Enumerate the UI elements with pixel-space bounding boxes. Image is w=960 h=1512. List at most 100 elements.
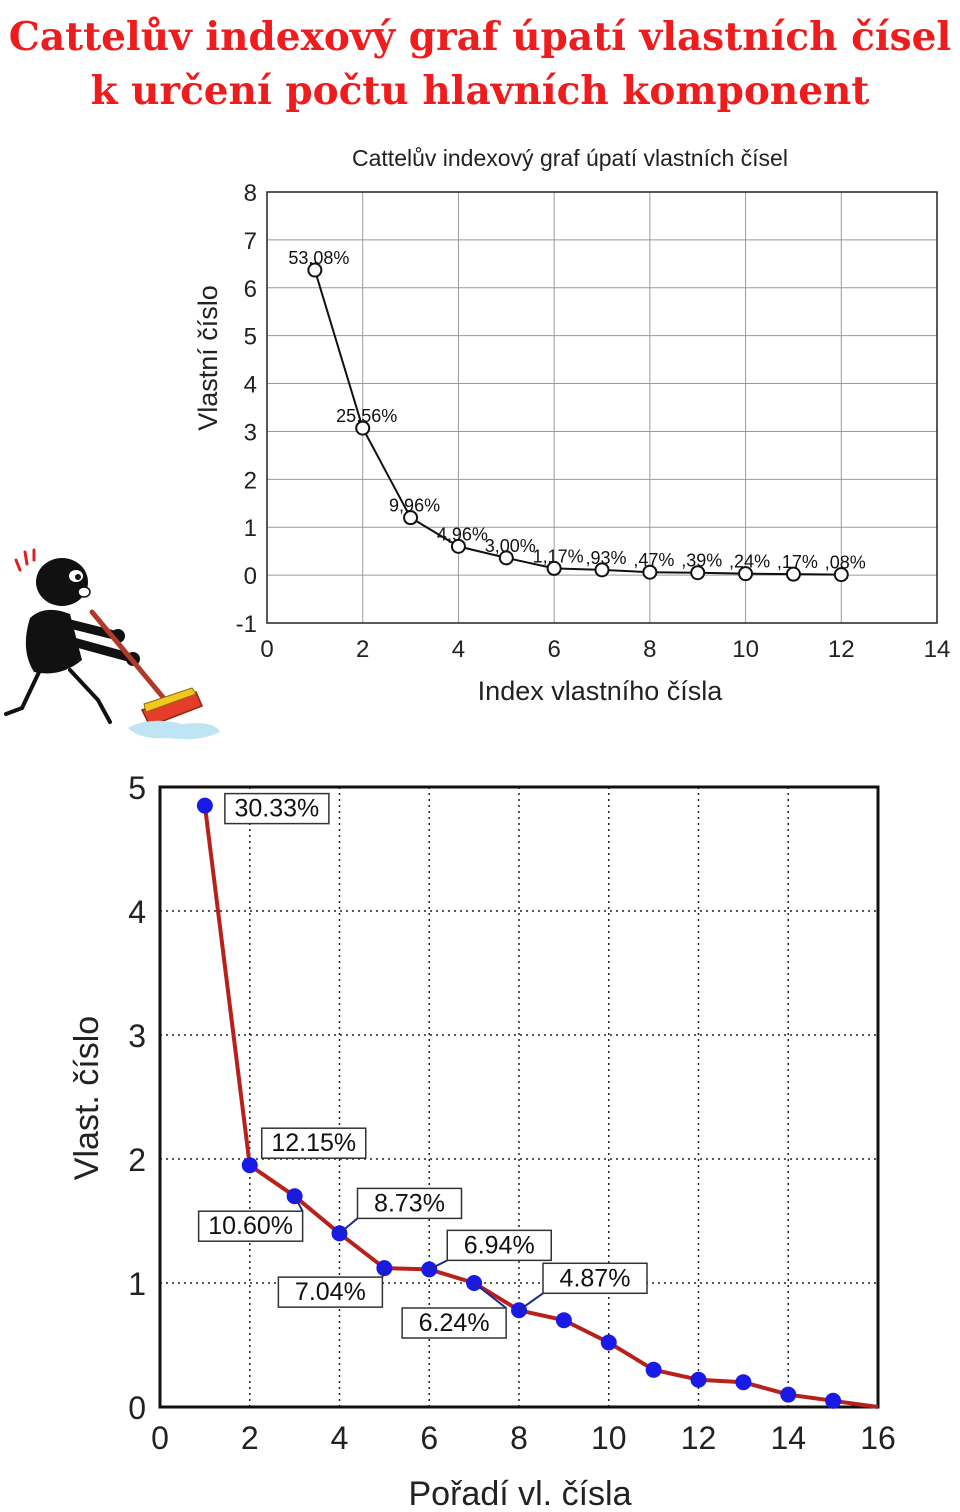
chart1-data-point xyxy=(642,564,658,580)
chart2-annotations: 30.33% 12.15% 10.60% 8.73% 7.04% 6.94% 6.24% 4.… xyxy=(197,792,648,1339)
chart2-annotation-leader xyxy=(518,1292,544,1312)
chart1-data-point xyxy=(785,566,801,582)
chart1-point-label: ,39% xyxy=(681,551,722,571)
chart2-data-point xyxy=(600,1334,617,1351)
chart2-annotation-box xyxy=(542,1262,648,1295)
chart2-annotation-leader xyxy=(381,1267,386,1278)
chart1-x-ticks: 0 2 4 6 8 10 12 14 xyxy=(260,636,950,663)
chart2-plot-frame xyxy=(158,785,880,1409)
chart2-data-point xyxy=(645,1361,662,1378)
chart2-annotation-box xyxy=(261,1127,367,1159)
person-sweeping-icon xyxy=(4,548,220,740)
chart2-y-tick-label: 2 xyxy=(128,1142,146,1178)
surprise-marks-icon xyxy=(14,548,36,572)
chart2-x-axis-label: Pořadí vl. čísla xyxy=(409,1475,632,1512)
chart1-y-tick-label: 2 xyxy=(244,467,257,494)
chart2-data-point xyxy=(825,1392,842,1409)
chart2-series-line xyxy=(202,805,879,1409)
chart1-point-label: 53,08% xyxy=(288,248,349,268)
chart2-annotation-box xyxy=(446,1229,552,1262)
chart2-annotation-label: 4.87% xyxy=(560,1264,631,1292)
chart1-x-tick-label: 6 xyxy=(547,636,560,663)
chart1-y-tick-label: 7 xyxy=(244,228,257,255)
chart2-annotation-label: 30.33% xyxy=(234,795,319,823)
chart1-point-label: 25,56% xyxy=(336,406,397,426)
slide-title-line-1: Cattelův indexový graf úpatí vlastních č… xyxy=(8,14,952,60)
chart2-series xyxy=(196,797,879,1409)
chart1-y-ticks: -1 0 1 2 3 4 5 6 7 8 xyxy=(236,180,257,638)
chart2-annotation-label: 8.73% xyxy=(374,1189,445,1217)
chart1-point-label: 4,96% xyxy=(437,524,488,544)
chart1-data-point xyxy=(546,560,562,576)
chart1-plot-frame xyxy=(266,191,938,624)
chart2-y-tick-label: 1 xyxy=(128,1266,146,1302)
chart2-y-tick-label: 0 xyxy=(128,1390,146,1426)
slide-title-line-2: k určení počtu hlavních komponent xyxy=(90,68,870,114)
chart2-x-tick-label: 4 xyxy=(331,1420,349,1456)
chart1-point-label: ,17% xyxy=(777,552,818,572)
chart2-data-point xyxy=(241,1157,258,1174)
chart2-annotation-leader xyxy=(338,1217,359,1235)
chart2-y-axis-label: Vlast. číslo xyxy=(68,1016,106,1180)
chart1-x-tick-label: 10 xyxy=(732,636,759,663)
chart1-data-point xyxy=(738,566,754,582)
chart1-data-point xyxy=(403,510,419,526)
chart1-y-axis-label: Vlastní číslo xyxy=(193,285,223,431)
chart1-x-tick-label: 2 xyxy=(356,636,369,663)
chart2-data-point xyxy=(196,797,213,814)
chart1-series xyxy=(307,262,849,583)
chart2-data-point xyxy=(735,1374,752,1391)
chart1-point-labels: 53,08% 25,56% 9,96% 4,96%3,00%1,17% ,93% ,47%… xyxy=(288,248,865,573)
chart1-data-point xyxy=(355,420,371,436)
chart1-y-tick-label: -1 xyxy=(236,611,257,638)
chart1-point-label: ,93% xyxy=(585,548,626,568)
chart2-x-tick-label: 0 xyxy=(151,1420,169,1456)
chart1-x-axis-label: Index vlastního čísla xyxy=(478,676,724,706)
chart2-annotation-label: 6.94% xyxy=(464,1231,535,1259)
chart2-x-tick-label: 8 xyxy=(510,1420,528,1456)
chart2-x-tick-label: 6 xyxy=(420,1420,438,1456)
chart1-point-label: ,24% xyxy=(729,552,770,572)
chart2-annotation-box xyxy=(401,1307,507,1339)
chart2-annotation-box xyxy=(197,1210,304,1242)
chart1-y-tick-label: 6 xyxy=(244,276,257,303)
chart2-x-tick-label: 14 xyxy=(770,1420,806,1456)
chart1-data-point xyxy=(498,550,514,566)
chart1-data-point xyxy=(594,562,610,578)
chart2-annotation-leader xyxy=(428,1259,448,1271)
chart2-data-point xyxy=(286,1188,303,1205)
chart2-data-point xyxy=(690,1371,707,1388)
chart2-annotation-box xyxy=(356,1187,463,1220)
chart2-y-tick-label: 3 xyxy=(128,1018,146,1054)
chart2-data-point xyxy=(780,1386,797,1403)
chart1-y-tick-label: 5 xyxy=(244,324,257,351)
slide-title: Cattelův indexový graf úpatí vlastních č… xyxy=(0,10,960,118)
chart1-point-label: 9,96% xyxy=(389,496,440,516)
chart1-data-point xyxy=(307,262,323,278)
chart2-x-tick-label: 10 xyxy=(591,1420,627,1456)
chart2-x-tick-label: 12 xyxy=(681,1420,717,1456)
chart2-x-ticks: 0 2 4 6 8 10 12 14 16 xyxy=(151,1420,896,1456)
chart2-y-tick-label: 5 xyxy=(128,770,146,806)
chart2-x-tick-label: 16 xyxy=(860,1420,896,1456)
chart1-x-tick-label: 12 xyxy=(828,636,855,663)
chart1-data-point xyxy=(690,565,706,581)
chart2-annotation-leader xyxy=(293,1195,304,1212)
chart2-annotation-leader xyxy=(473,1282,507,1309)
chart2-annotation-label: 12.15% xyxy=(271,1129,356,1157)
chart1-y-tick-label: 0 xyxy=(244,563,257,590)
chart1-x-tick-label: 4 xyxy=(452,636,465,663)
chart1-point-label: ,08% xyxy=(825,553,866,573)
chart2-annotation-box xyxy=(224,792,330,825)
chart2-annotation-box xyxy=(277,1276,384,1308)
chart2-data-point xyxy=(555,1312,572,1329)
chart1-y-tick-label: 8 xyxy=(244,180,257,207)
chart1-x-tick-label: 14 xyxy=(924,636,951,663)
chart2-annotation-label: 10.60% xyxy=(208,1212,293,1240)
chart1-point-label: ,47% xyxy=(633,550,674,570)
chart1-x-tick-label: 8 xyxy=(643,636,656,663)
chart1-y-tick-label: 4 xyxy=(244,372,257,399)
chart2-x-tick-label: 2 xyxy=(241,1420,259,1456)
chart2-annotation-label: 6.24% xyxy=(419,1309,490,1337)
